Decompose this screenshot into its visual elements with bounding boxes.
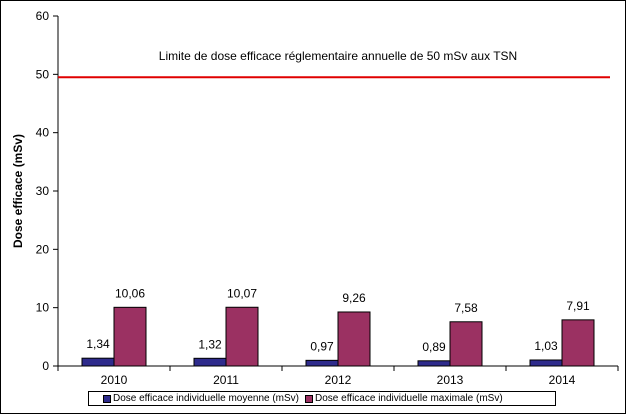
- limit-annotation: Limite de dose efficace réglementaire an…: [159, 49, 517, 63]
- bar-moyenne: [193, 357, 227, 367]
- bar-moyenne: [305, 359, 339, 367]
- y-tick-label: 30: [36, 184, 50, 198]
- chart-legend: Dose efficace individuelle moyenne (mSv)…: [88, 391, 556, 406]
- data-label-moyenne: 1,34: [86, 337, 110, 351]
- y-tick-label: 10: [36, 301, 50, 315]
- x-tick-label: 2010: [101, 373, 128, 387]
- data-label-maximale: 7,58: [454, 301, 478, 315]
- data-label-maximale: 7,91: [566, 299, 590, 313]
- y-axis-label: Dose efficace (mSv): [11, 134, 25, 248]
- x-tick-label: 2013: [437, 373, 464, 387]
- legend-label-moyenne: Dose efficace individuelle moyenne (mSv): [113, 393, 300, 404]
- data-label-maximale: 10,07: [227, 286, 257, 300]
- bar-maximale: [225, 306, 259, 367]
- bar-maximale: [113, 306, 147, 367]
- data-label-moyenne: 0,97: [310, 339, 334, 353]
- data-label-maximale: 9,26: [342, 291, 366, 305]
- bar-maximale: [337, 311, 371, 367]
- data-label-moyenne: 0,89: [422, 340, 446, 354]
- legend-swatch-moyenne: [103, 394, 111, 403]
- y-tick-label: 50: [36, 67, 50, 81]
- legend-label-maximale: Dose efficace individuelle maximale (mSv…: [315, 393, 503, 404]
- x-tick-label: 2011: [213, 373, 239, 387]
- bar-moyenne: [417, 360, 451, 367]
- x-tick-label: 2012: [325, 373, 352, 387]
- x-tick-label: 2014: [549, 373, 576, 387]
- bar-maximale: [449, 321, 483, 367]
- y-tick-label: 0: [42, 359, 49, 373]
- bar-moyenne: [81, 357, 115, 367]
- legend-item-moyenne: Dose efficace individuelle moyenne (mSv): [103, 393, 299, 404]
- data-label-moyenne: 1,03: [534, 339, 558, 353]
- legend-item-maximale: Dose efficace individuelle maximale (mSv…: [305, 393, 503, 404]
- legend-swatch-maximale: [305, 394, 314, 403]
- y-tick-label: 40: [36, 126, 50, 140]
- data-label-maximale: 10,06: [115, 286, 145, 300]
- y-tick-label: 20: [36, 242, 50, 256]
- bar-moyenne: [529, 359, 563, 367]
- data-label-moyenne: 1,32: [198, 337, 222, 351]
- bar-maximale: [561, 319, 595, 367]
- y-tick-label: 60: [36, 9, 50, 23]
